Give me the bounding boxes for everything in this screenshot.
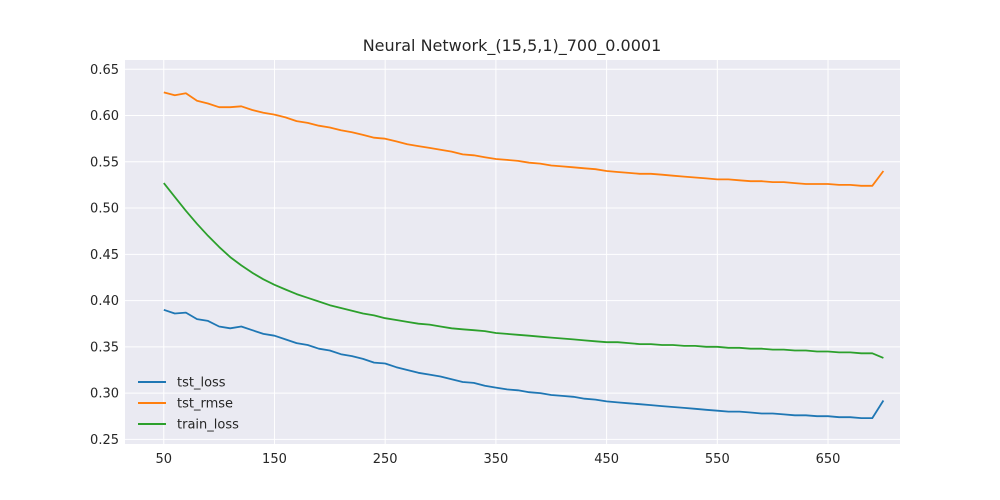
x-tick-label: 550	[705, 452, 730, 467]
y-tick-label: 0.60	[90, 109, 119, 124]
y-tick-label: 0.35	[90, 340, 119, 355]
y-tick-label: 0.40	[90, 294, 119, 309]
chart-title: Neural Network_(15,5,1)_700_0.0001	[363, 36, 662, 56]
x-tick-label: 350	[483, 452, 508, 467]
y-tick-label: 0.55	[90, 155, 119, 170]
x-tick-label: 450	[594, 452, 619, 467]
x-tick-label: 150	[262, 452, 287, 467]
grid	[125, 60, 900, 444]
legend-label: tst_loss	[177, 376, 226, 391]
x-tick-label: 50	[155, 452, 172, 467]
y-tick-label: 0.50	[90, 202, 119, 217]
series-line-train-loss	[163, 182, 884, 359]
series-line-tst-loss	[163, 308, 885, 420]
legend-label: train_loss	[177, 418, 239, 433]
series-line-tst-rmse	[163, 91, 885, 187]
x-tick-label: 650	[816, 452, 841, 467]
plot-area	[125, 60, 900, 444]
y-tick-label: 0.45	[90, 248, 119, 263]
x-tick-label: 250	[373, 452, 398, 467]
legend-label: tst_rmse	[177, 397, 233, 412]
x-axis-ticks: 50 150 250 350 450 550 650	[155, 452, 840, 467]
y-tick-label: 0.30	[90, 387, 119, 402]
y-axis-ticks: 0.25 0.30 0.35 0.40 0.45 0.50 0.55 0.60 0.65	[90, 63, 119, 448]
legend: tst_loss tst_rmse train_loss	[138, 376, 239, 433]
y-tick-label: 0.65	[90, 63, 119, 78]
y-tick-label: 0.25	[90, 433, 119, 448]
series-layer	[163, 91, 885, 420]
